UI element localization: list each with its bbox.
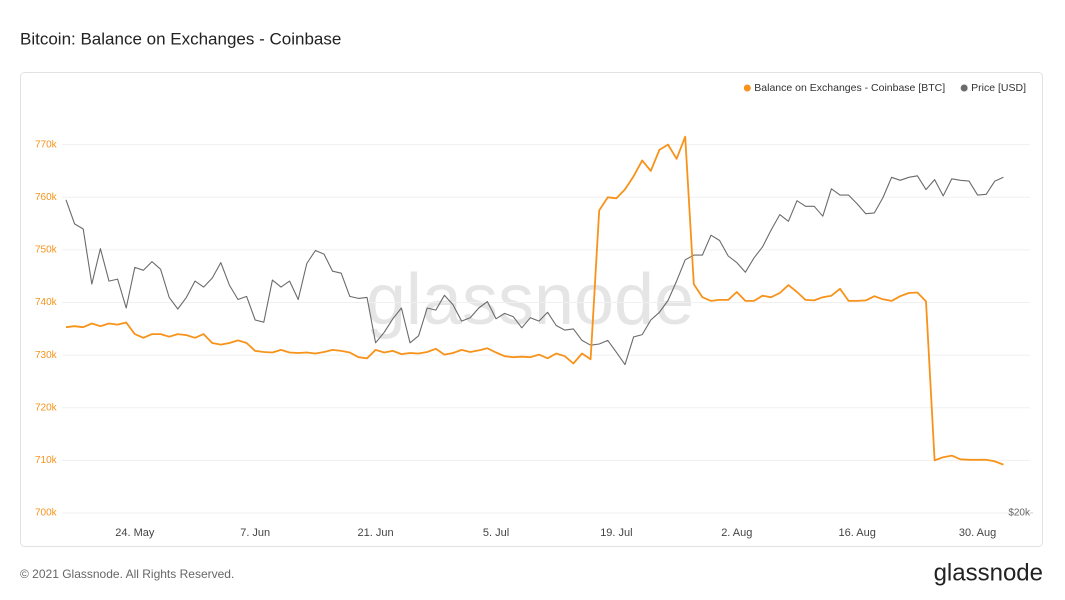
x-tick-label: 21. Jun <box>358 527 394 539</box>
legend-marker <box>960 84 968 92</box>
y-tick-label: 760k <box>35 192 58 203</box>
chart-frame <box>20 72 1043 547</box>
legend-marker <box>743 84 751 92</box>
y-tick-label: 740k <box>35 297 58 308</box>
x-tick-label: 16. Aug <box>839 527 876 539</box>
x-tick-label: 7. Jun <box>240 527 270 539</box>
y2-tick-label: $20k <box>1008 508 1031 519</box>
legend-label: Balance on Exchanges - Coinbase [BTC] <box>754 82 945 94</box>
x-tick-label: 24. May <box>115 527 155 539</box>
y-tick-label: 700k <box>35 508 58 519</box>
brand-logo: glassnode <box>934 559 1043 586</box>
x-tick-label: 2. Aug <box>721 527 752 539</box>
data-line <box>65 135 1004 466</box>
y-tick-label: 750k <box>35 245 58 256</box>
data-line <box>65 175 1004 366</box>
x-tick-label: 30. Aug <box>959 527 996 539</box>
y-tick-label: 720k <box>35 402 58 413</box>
chart-title: Bitcoin: Balance on Exchanges - Coinbase <box>20 29 341 48</box>
x-tick-label: 5. Jul <box>483 527 509 539</box>
watermark: glassnode <box>366 260 694 340</box>
y-tick-label: 730k <box>35 350 58 361</box>
footer: © 2021 Glassnode. All Rights Reserved. <box>20 567 234 581</box>
y-tick-label: 710k <box>35 455 58 466</box>
y-tick-label: 770k <box>35 139 58 150</box>
x-tick-label: 19. Jul <box>600 527 632 539</box>
legend-label: Price [USD] <box>971 82 1026 94</box>
